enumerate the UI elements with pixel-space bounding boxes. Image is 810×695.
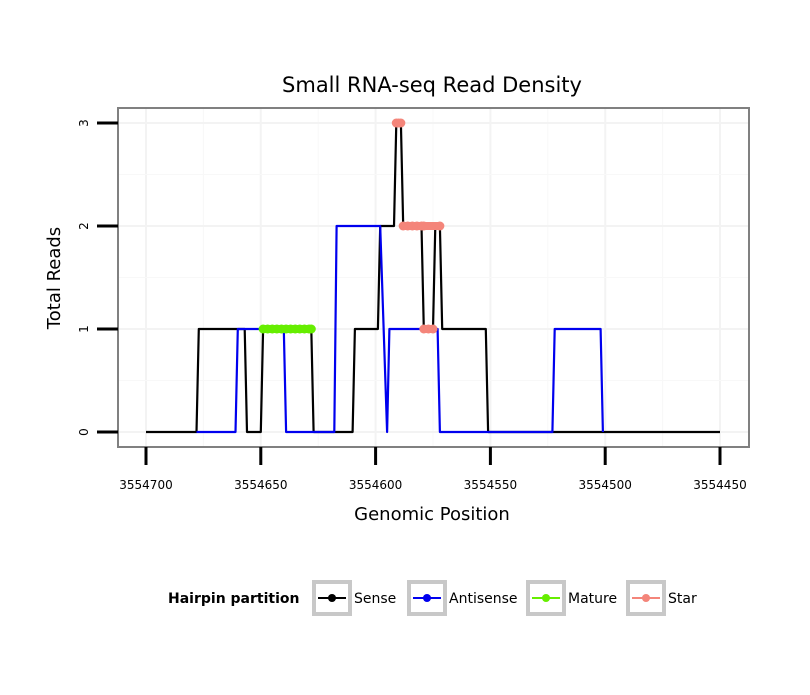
plot-border bbox=[117, 107, 750, 448]
series-star bbox=[391, 118, 445, 334]
x-tick-label: 3554650 bbox=[234, 478, 287, 492]
grid-lines bbox=[118, 108, 749, 447]
y-tick-label: 3 bbox=[77, 119, 91, 127]
legend-item-mature: Mature bbox=[526, 580, 617, 616]
legend-item-star: Star bbox=[626, 580, 697, 616]
x-tick-label: 3554700 bbox=[119, 478, 172, 492]
legend: Hairpin partition Sense Antisense Mature St… bbox=[168, 580, 697, 616]
legend-title: Hairpin partition bbox=[168, 591, 299, 607]
star-point bbox=[419, 221, 429, 231]
x-tick-label: 3554500 bbox=[578, 478, 631, 492]
star-point bbox=[435, 221, 445, 231]
legend-item-sense: Sense bbox=[312, 580, 396, 616]
mature-point bbox=[306, 324, 316, 334]
chart-title: Small RNA-seq Read Density bbox=[282, 73, 582, 97]
legend-key-point bbox=[328, 594, 336, 602]
axes: 3554700 3554650 3554600 3554550 3554500 35544… bbox=[77, 119, 747, 492]
legend-label: Antisense bbox=[449, 591, 518, 607]
y-axis-title: Total Reads bbox=[44, 227, 65, 330]
legend-item-antisense: Antisense bbox=[407, 580, 518, 616]
series-mature bbox=[258, 324, 316, 334]
x-tick-label: 3554550 bbox=[464, 478, 517, 492]
y-tick-label: 2 bbox=[77, 222, 91, 230]
series bbox=[146, 118, 720, 434]
legend-key-point bbox=[423, 594, 431, 602]
legend-key-point bbox=[642, 594, 650, 602]
x-tick-label: 3554450 bbox=[693, 478, 746, 492]
legend-label: Star bbox=[668, 591, 697, 607]
x-tick-label: 3554600 bbox=[349, 478, 402, 492]
star-point bbox=[428, 324, 438, 334]
star-point bbox=[396, 118, 406, 128]
y-tick-label: 1 bbox=[77, 325, 91, 333]
y-tick-label: 0 bbox=[77, 428, 91, 436]
legend-label: Mature bbox=[568, 591, 617, 607]
legend-key-point bbox=[542, 594, 550, 602]
x-axis-title: Genomic Position bbox=[354, 504, 510, 525]
legend-label: Sense bbox=[354, 591, 396, 607]
